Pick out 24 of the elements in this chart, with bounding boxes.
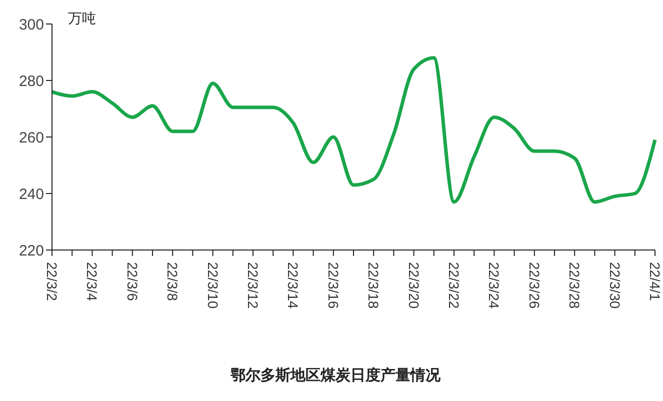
x-tick-label: 22/3/10 (204, 262, 221, 309)
y-tick-label: 300 (18, 16, 44, 34)
x-tick-label: 22/3/18 (366, 262, 382, 309)
y-tick-label: 220 (18, 242, 44, 260)
x-tick-label: 22/4/1 (647, 262, 663, 302)
x-tick-label: 22/3/30 (606, 262, 623, 309)
x-tick-label: 22/3/28 (566, 262, 583, 309)
x-tick-label: 22/3/20 (406, 262, 422, 309)
y-tick-label: 280 (18, 72, 44, 90)
x-tick-label: 22/3/24 (486, 262, 502, 309)
x-tick-label: 22/3/8 (164, 262, 181, 302)
x-tick-label: 22/3/26 (526, 262, 542, 309)
y-axis-title: 万吨 (68, 10, 96, 28)
line-series (50, 56, 657, 204)
x-tick-label: 22/3/4 (84, 262, 100, 302)
x-tick-label: 22/3/16 (325, 262, 342, 309)
y-tick-label: 260 (18, 129, 44, 146)
x-tick-label: 22/3/14 (285, 262, 302, 309)
x-tick-label: 22/3/6 (124, 262, 140, 302)
x-tick-label: 22/3/12 (245, 262, 261, 309)
x-tick-label: 22/3/2 (44, 262, 60, 302)
x-tick-label: 22/3/22 (446, 262, 462, 309)
text: 鄂尔多斯地区煤炭日度产量情况 (230, 366, 442, 385)
y-tick-label: 240 (18, 186, 44, 203)
